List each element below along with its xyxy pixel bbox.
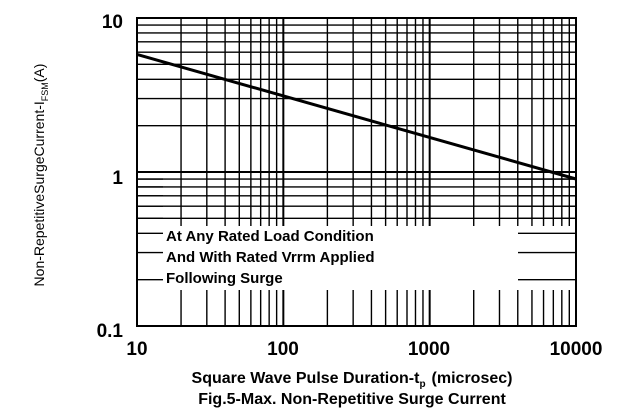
y-axis-label: Non-RepetitiveSurgeCurrent-IFSM(A): [31, 64, 50, 287]
x-tick-label: 10: [126, 339, 147, 360]
x-axis-label: Square Wave Pulse Duration-tp (microsec): [192, 370, 513, 390]
y-tick-label: 10: [102, 12, 123, 33]
y-tick-label: 1: [112, 168, 123, 189]
annotation-box: [138, 226, 575, 325]
plot-frame: [136, 17, 577, 327]
annotation-line-2: And With Rated Vrrm Applied: [166, 249, 374, 266]
figure-caption: Fig.5-Max. Non-Repetitive Surge Current: [198, 391, 506, 408]
y-tick-label: 0.1: [97, 321, 124, 342]
x-tick-label: 10000: [550, 339, 603, 360]
tick-marks: [137, 178, 576, 326]
annotation-line-3: Following Surge: [166, 270, 283, 287]
surge-current-line: [136, 52, 577, 181]
x-tick-label: 1000: [408, 339, 450, 360]
annotation-line-1: At Any Rated Load Condition: [166, 228, 374, 245]
x-tick-label: 100: [267, 339, 299, 360]
